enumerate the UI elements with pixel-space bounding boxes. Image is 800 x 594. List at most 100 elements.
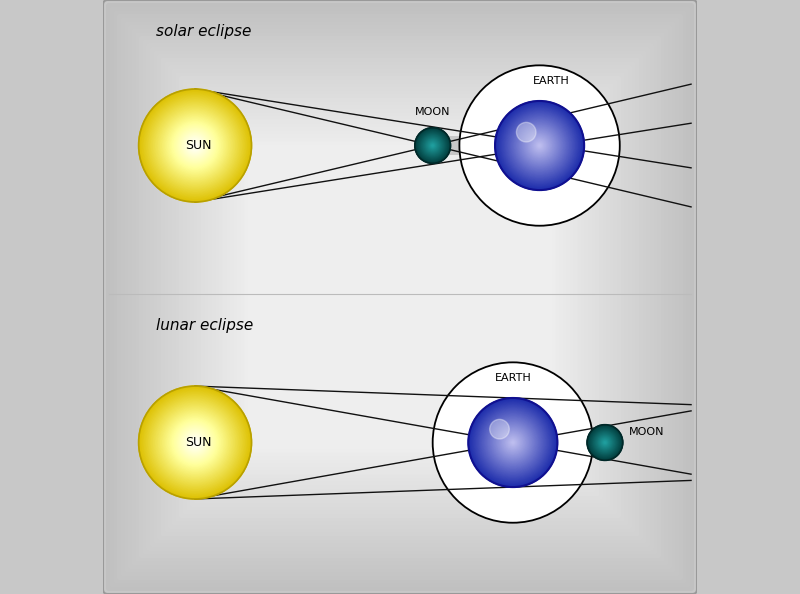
Circle shape xyxy=(141,91,250,200)
Circle shape xyxy=(534,140,545,151)
Circle shape xyxy=(138,386,251,499)
Circle shape xyxy=(175,423,215,462)
Circle shape xyxy=(474,403,552,482)
Circle shape xyxy=(498,428,527,457)
Circle shape xyxy=(186,137,203,154)
FancyBboxPatch shape xyxy=(190,87,610,507)
Circle shape xyxy=(187,138,203,153)
Circle shape xyxy=(601,438,609,447)
Text: lunar eclipse: lunar eclipse xyxy=(157,318,254,333)
Circle shape xyxy=(194,442,196,443)
Circle shape xyxy=(146,394,244,491)
Circle shape xyxy=(506,112,573,179)
Circle shape xyxy=(157,405,233,481)
FancyBboxPatch shape xyxy=(124,21,676,573)
FancyBboxPatch shape xyxy=(164,61,636,533)
Circle shape xyxy=(514,120,565,171)
FancyBboxPatch shape xyxy=(168,65,632,529)
Circle shape xyxy=(179,427,210,458)
FancyBboxPatch shape xyxy=(128,25,672,569)
Circle shape xyxy=(522,128,557,163)
Circle shape xyxy=(422,134,444,157)
Circle shape xyxy=(508,113,571,178)
Circle shape xyxy=(160,407,230,478)
Circle shape xyxy=(174,421,216,464)
Circle shape xyxy=(186,137,204,154)
Circle shape xyxy=(486,416,539,469)
Circle shape xyxy=(149,396,242,489)
Circle shape xyxy=(194,144,197,147)
Circle shape xyxy=(504,110,575,181)
Circle shape xyxy=(150,398,239,487)
Circle shape xyxy=(416,129,450,162)
Circle shape xyxy=(538,143,542,148)
Circle shape xyxy=(494,423,532,462)
Circle shape xyxy=(502,108,578,184)
Circle shape xyxy=(160,110,230,181)
Circle shape xyxy=(159,406,231,479)
Circle shape xyxy=(425,138,441,153)
Circle shape xyxy=(192,440,198,446)
Circle shape xyxy=(174,422,215,463)
Circle shape xyxy=(143,390,247,495)
Circle shape xyxy=(425,137,441,154)
Circle shape xyxy=(595,432,615,453)
Circle shape xyxy=(514,119,566,172)
Circle shape xyxy=(534,140,546,151)
Circle shape xyxy=(596,433,614,452)
Circle shape xyxy=(525,131,554,160)
Circle shape xyxy=(498,427,529,458)
Circle shape xyxy=(177,424,214,461)
Circle shape xyxy=(591,429,618,456)
Circle shape xyxy=(501,431,525,454)
Circle shape xyxy=(175,126,215,165)
Circle shape xyxy=(592,429,618,456)
Circle shape xyxy=(415,128,450,163)
Circle shape xyxy=(508,437,518,448)
Circle shape xyxy=(429,141,437,150)
FancyBboxPatch shape xyxy=(186,83,614,511)
Circle shape xyxy=(507,113,572,178)
Circle shape xyxy=(430,143,435,148)
Circle shape xyxy=(181,428,209,457)
Circle shape xyxy=(491,421,534,464)
Circle shape xyxy=(590,428,619,457)
Circle shape xyxy=(432,145,434,146)
Circle shape xyxy=(169,416,221,469)
Circle shape xyxy=(530,136,550,155)
Circle shape xyxy=(485,415,541,470)
FancyBboxPatch shape xyxy=(114,10,686,584)
Circle shape xyxy=(510,116,570,175)
Polygon shape xyxy=(435,136,529,155)
Circle shape xyxy=(142,389,249,496)
Circle shape xyxy=(595,433,614,452)
Circle shape xyxy=(494,424,531,461)
Circle shape xyxy=(511,441,514,444)
Circle shape xyxy=(194,145,196,146)
Circle shape xyxy=(422,134,444,157)
Circle shape xyxy=(166,413,224,472)
Circle shape xyxy=(147,394,243,491)
Circle shape xyxy=(430,143,436,148)
Circle shape xyxy=(470,400,555,485)
Circle shape xyxy=(497,426,529,459)
Circle shape xyxy=(162,409,229,476)
FancyBboxPatch shape xyxy=(161,58,639,536)
FancyBboxPatch shape xyxy=(201,97,599,497)
Circle shape xyxy=(151,102,239,189)
FancyBboxPatch shape xyxy=(226,123,574,471)
Circle shape xyxy=(598,436,611,449)
Circle shape xyxy=(593,431,617,454)
Circle shape xyxy=(178,425,212,460)
Circle shape xyxy=(173,420,218,465)
FancyBboxPatch shape xyxy=(146,43,654,551)
FancyBboxPatch shape xyxy=(121,18,679,576)
Circle shape xyxy=(161,408,230,477)
Circle shape xyxy=(170,418,220,467)
Circle shape xyxy=(145,393,245,492)
Circle shape xyxy=(173,123,218,168)
Circle shape xyxy=(185,432,205,453)
Circle shape xyxy=(426,140,438,151)
Circle shape xyxy=(535,141,544,150)
Circle shape xyxy=(164,115,226,176)
